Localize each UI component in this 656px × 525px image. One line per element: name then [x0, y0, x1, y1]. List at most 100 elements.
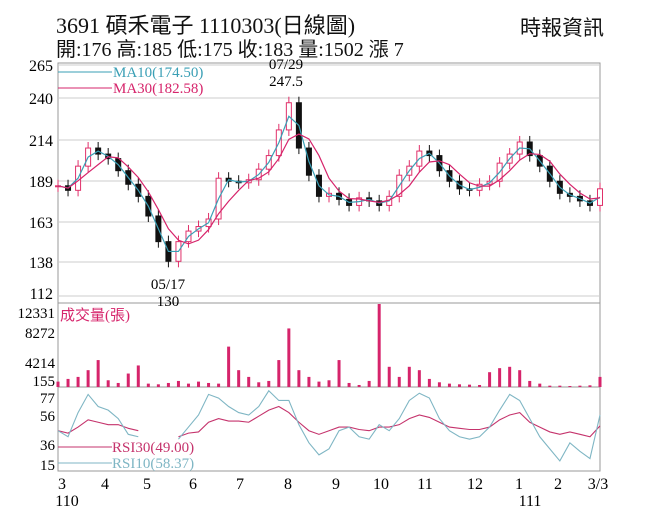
- price-tick-label: 138: [29, 255, 53, 272]
- low-value-label: 130: [157, 294, 180, 310]
- volume-bar: [217, 383, 221, 387]
- x-tick-label: 7: [236, 476, 244, 493]
- rsi-tick-label: 36: [40, 438, 56, 454]
- volume-bar: [468, 384, 472, 387]
- rsi-line: [57, 393, 139, 438]
- price-tick-label: 214: [29, 133, 53, 150]
- volume-bar: [417, 370, 421, 387]
- ma10-line: [57, 115, 601, 253]
- volume-bar: [257, 382, 261, 387]
- rsi-tick-label: 56: [40, 409, 56, 425]
- price-tick-label: 265: [29, 58, 53, 75]
- rsi-line: [57, 419, 139, 434]
- volume-bar: [498, 368, 502, 387]
- volume-bar: [568, 385, 572, 387]
- volume-bar: [247, 376, 251, 387]
- volume-bar: [207, 382, 211, 387]
- volume-bar: [387, 366, 391, 387]
- volume-bar: [518, 370, 522, 387]
- volume-bar: [437, 382, 441, 387]
- volume-bar: [307, 376, 311, 387]
- price-tick-label: 189: [29, 174, 53, 191]
- rsi-line: [178, 389, 601, 462]
- rsi-tick-label: 15: [40, 458, 55, 474]
- volume-bar: [197, 381, 201, 387]
- volume-bar: [337, 360, 341, 387]
- volume-bar: [327, 380, 331, 387]
- volume-bar: [548, 385, 552, 387]
- volume-bar: [106, 380, 110, 387]
- price-panel: [57, 62, 601, 304]
- volume-bar: [478, 384, 482, 387]
- volume-bar: [367, 380, 371, 387]
- x-tick-label: 3: [58, 476, 66, 493]
- x-tick-label: 10: [373, 476, 389, 493]
- volume-bar: [407, 366, 411, 387]
- volume-bar: [317, 381, 321, 387]
- rsi-legend-label: RSI30(49.00): [112, 440, 194, 456]
- rsi-legend-label: RSI10(58.37): [112, 456, 194, 472]
- volume-bar: [237, 370, 241, 387]
- volume-bar: [56, 381, 60, 387]
- volume-bar: [297, 370, 301, 387]
- volume-tick-label: 8272: [25, 326, 55, 342]
- source-label: 時報資訊: [520, 16, 604, 40]
- volume-bar: [447, 383, 451, 387]
- volume-bar: [76, 376, 80, 387]
- volume-bar: [578, 385, 582, 387]
- x-tick-label: 5: [143, 476, 151, 493]
- volume-bar: [86, 370, 90, 387]
- volume-bar: [598, 376, 602, 387]
- rsi-tick-label: 77: [40, 391, 56, 407]
- volume-bar: [186, 383, 190, 387]
- volume-bar: [176, 380, 180, 387]
- volume-bar: [488, 372, 492, 387]
- high-value-label: 247.5: [269, 74, 303, 90]
- volume-bar: [588, 385, 592, 387]
- volume-bar: [538, 383, 542, 387]
- quote-summary: 開:176 高:185 低:175 收:183 量:1502 漲 7: [56, 39, 404, 61]
- x-tick-label: 6: [189, 476, 197, 493]
- price-tick-label: 112: [30, 286, 53, 303]
- volume-bar: [347, 382, 351, 387]
- year-label: 110: [55, 493, 78, 510]
- price-tick-label: 163: [29, 215, 53, 232]
- volume-bar: [397, 376, 401, 387]
- x-tick-label: 12: [467, 476, 483, 493]
- volume-bar: [227, 346, 231, 387]
- rsi-line: [178, 405, 601, 438]
- volume-bar: [528, 380, 532, 387]
- x-tick-label: 11: [417, 476, 432, 493]
- low-date-label: 05/17: [151, 277, 186, 293]
- ma30-line: [57, 133, 601, 245]
- volume-title: 成交量(張): [60, 306, 130, 324]
- x-tick-label: 2: [554, 476, 562, 493]
- x-tick-label: 4: [101, 476, 109, 493]
- volume-bar: [287, 328, 291, 387]
- volume-bar: [126, 373, 130, 387]
- x-tick-label: 3/3: [588, 476, 608, 493]
- volume-tick-label: 155: [33, 374, 56, 390]
- volume-bar: [277, 360, 281, 387]
- volume-bar: [146, 383, 150, 387]
- x-tick-label: 8: [284, 476, 292, 493]
- volume-bar: [136, 365, 140, 387]
- volume-tick-label: 4214: [25, 356, 56, 372]
- volume-bar: [66, 378, 70, 387]
- legend-label: MA10(174.50): [113, 65, 203, 81]
- volume-bar: [457, 384, 461, 387]
- volume-bar: [116, 382, 120, 387]
- volume-tick-label: 12331: [18, 306, 56, 322]
- x-tick-label: 9: [332, 476, 340, 493]
- x-tick-label: 1: [515, 476, 523, 493]
- volume-bar: [166, 382, 170, 387]
- volume-bar: [357, 384, 361, 387]
- volume-bar: [558, 385, 562, 387]
- volume-bar: [427, 378, 431, 387]
- volume-bar: [377, 304, 381, 387]
- volume-bar: [96, 360, 100, 387]
- volume-bar: [267, 380, 271, 387]
- high-date-label: 07/29: [269, 57, 303, 73]
